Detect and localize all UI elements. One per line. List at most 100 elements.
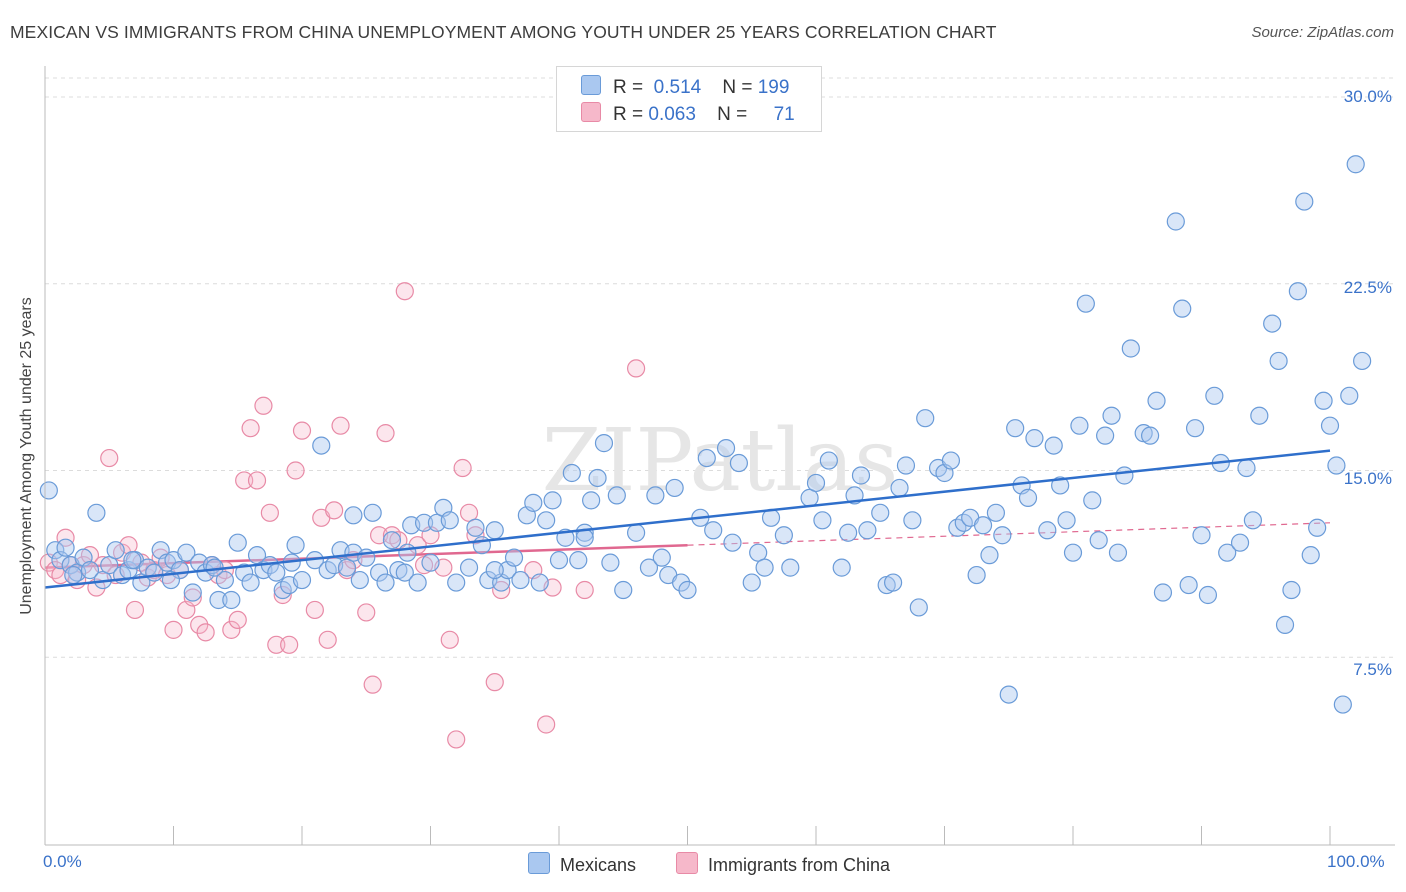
mexican-point bbox=[832, 558, 851, 577]
mexican-point bbox=[993, 526, 1012, 545]
mexican-point bbox=[858, 521, 877, 540]
legend-china: Immigrants from China bbox=[676, 852, 890, 876]
mexican-point bbox=[562, 463, 581, 483]
mexican-point bbox=[665, 478, 684, 498]
x-tick-0: 0.0% bbox=[43, 852, 82, 871]
mexican-point bbox=[883, 573, 903, 592]
mexican-point bbox=[312, 436, 331, 455]
mexican-point bbox=[1269, 351, 1288, 371]
r-value-china: 0.063 bbox=[648, 104, 696, 125]
mexican-point bbox=[1288, 282, 1307, 301]
mexican-point bbox=[806, 473, 826, 493]
legend-row-mexicans: R = 0.514 N = 199 bbox=[581, 75, 789, 99]
mexican-point bbox=[851, 466, 871, 485]
mexican-point bbox=[1044, 436, 1063, 455]
china-point bbox=[190, 615, 209, 634]
mexicans-swatch bbox=[528, 852, 550, 874]
mexican-point bbox=[1070, 416, 1089, 435]
china-point bbox=[626, 359, 646, 378]
blue-swatch bbox=[581, 75, 601, 95]
mexican-point bbox=[1308, 518, 1327, 537]
mexican-point bbox=[1192, 526, 1211, 545]
china-point bbox=[164, 620, 183, 639]
mexican-point bbox=[106, 541, 125, 560]
mexican-point bbox=[530, 573, 549, 592]
mexican-point bbox=[414, 513, 434, 532]
mexican-point bbox=[1340, 386, 1359, 405]
mexican-point bbox=[80, 560, 100, 580]
mexican-point bbox=[1102, 406, 1121, 425]
mexican-point bbox=[1096, 426, 1115, 445]
mexican-point bbox=[1038, 521, 1057, 540]
mexican-point bbox=[222, 590, 241, 610]
china-point bbox=[292, 421, 312, 440]
mexican-point bbox=[1121, 339, 1140, 358]
mexican-point bbox=[440, 511, 459, 530]
china-point bbox=[453, 458, 472, 478]
china-point bbox=[492, 580, 511, 600]
mexican-point bbox=[980, 546, 999, 565]
mexican-point bbox=[1327, 456, 1346, 475]
mexican-point bbox=[64, 565, 83, 585]
mexican-point bbox=[524, 493, 543, 512]
r-label: R = bbox=[613, 104, 644, 125]
mexican-point bbox=[973, 516, 993, 535]
mexican-point bbox=[723, 533, 742, 552]
china-point bbox=[125, 600, 145, 620]
mexican-point bbox=[466, 518, 485, 537]
mexican-point bbox=[398, 543, 417, 562]
china-point bbox=[260, 503, 279, 522]
china-point bbox=[196, 623, 215, 642]
china-point bbox=[466, 526, 485, 545]
china-point bbox=[376, 424, 395, 443]
n-value-china: 71 bbox=[773, 104, 795, 125]
legend-mexicans-label: Mexicans bbox=[560, 855, 637, 875]
axes-layer bbox=[44, 66, 1395, 846]
mexican-point bbox=[209, 590, 228, 610]
mexican-point bbox=[614, 580, 633, 600]
mexican-point bbox=[588, 468, 607, 488]
mexican-point bbox=[1108, 543, 1128, 562]
mexican-point bbox=[569, 551, 588, 570]
source-label: Source: ZipAtlas.com bbox=[1251, 24, 1394, 41]
mexican-point bbox=[813, 511, 832, 530]
china-point bbox=[254, 396, 273, 415]
mexican-point bbox=[909, 598, 928, 617]
mexican-point bbox=[350, 570, 369, 590]
mexican-point bbox=[697, 448, 716, 468]
china-point bbox=[286, 461, 305, 480]
mexican-point bbox=[652, 548, 671, 567]
r-value-mexicans: 0.514 bbox=[653, 77, 702, 98]
mexican-point bbox=[1314, 391, 1333, 410]
chart-title: MEXICAN VS IMMIGRANTS FROM CHINA UNEMPLO… bbox=[10, 22, 997, 42]
china-point bbox=[100, 448, 119, 468]
china-point bbox=[357, 603, 376, 622]
mexican-point bbox=[1346, 155, 1365, 174]
legend-mexicans: Mexicans bbox=[528, 852, 636, 876]
china-point bbox=[447, 730, 466, 749]
mexican-point bbox=[1057, 511, 1076, 530]
mexican-point bbox=[1185, 419, 1205, 438]
mexican-point bbox=[1089, 531, 1108, 550]
mexican-point bbox=[1333, 695, 1352, 714]
china-point bbox=[485, 673, 504, 692]
mexican-point bbox=[408, 573, 427, 592]
mexican-point bbox=[228, 533, 247, 552]
stats-legend: R = 0.514 N = 199 R = 0.063 N = 71 bbox=[556, 66, 822, 132]
mexican-point bbox=[594, 434, 614, 453]
mexican-point bbox=[1018, 488, 1038, 507]
mexican-point bbox=[742, 573, 761, 592]
mexican-point bbox=[56, 538, 75, 557]
mexican-point bbox=[1250, 406, 1269, 425]
mexican-point bbox=[504, 548, 524, 567]
mexican-point bbox=[755, 558, 774, 577]
china-point bbox=[395, 282, 414, 301]
mexican-point bbox=[646, 486, 665, 505]
mexican-points bbox=[39, 155, 1372, 714]
mexican-point bbox=[39, 481, 58, 500]
china-point bbox=[280, 635, 299, 654]
n-label: N = bbox=[722, 77, 753, 98]
legend-row-china: R = 0.063 N = 71 bbox=[581, 102, 795, 126]
mexican-point bbox=[1076, 294, 1095, 313]
